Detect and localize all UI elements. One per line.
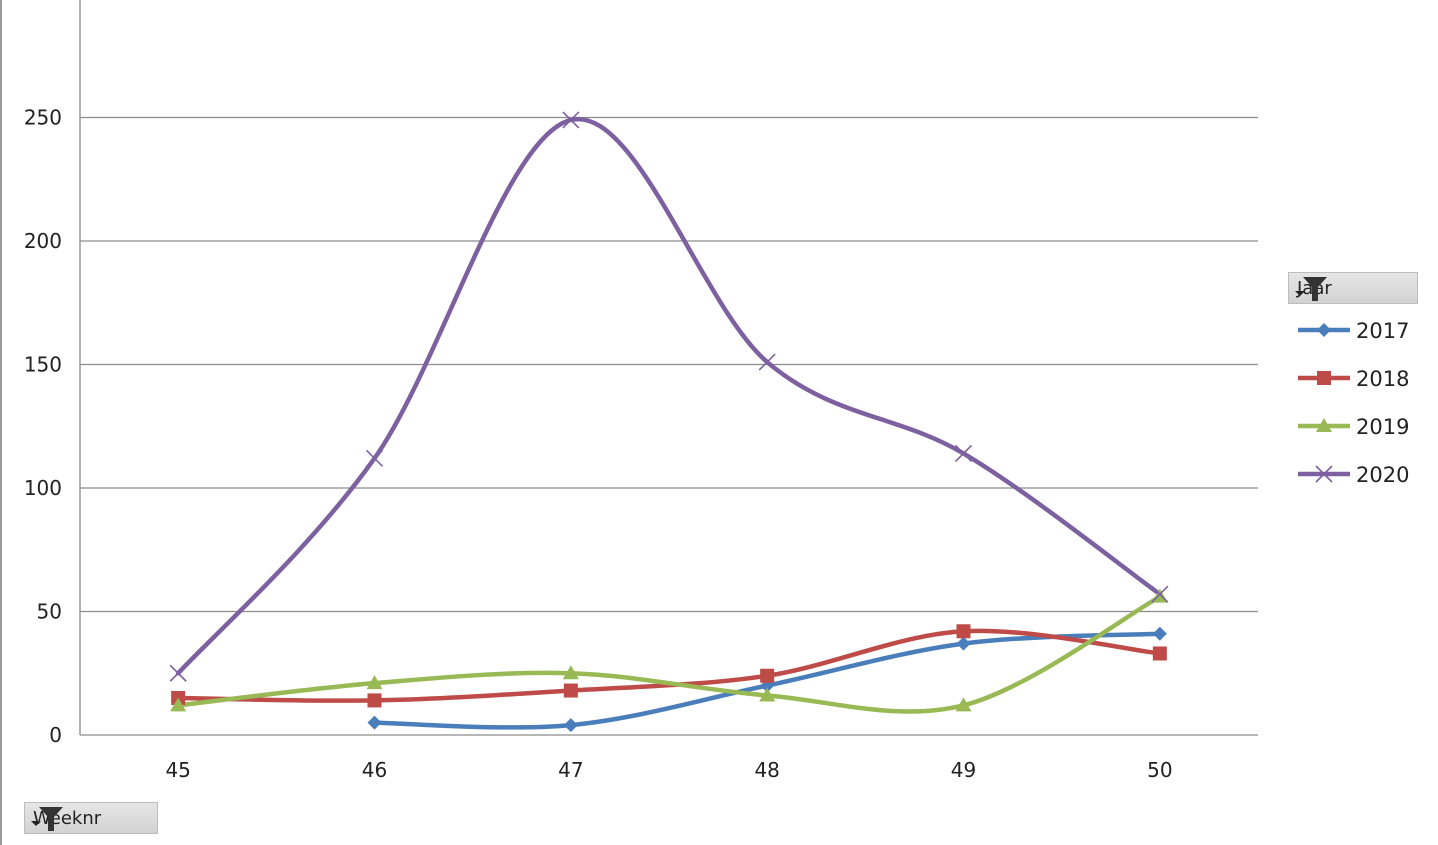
data-point-2020-49 — [954, 444, 973, 462]
data-point-2017-46 — [367, 715, 382, 730]
data-point-2020-47 — [562, 111, 580, 129]
data-point-2019-49 — [955, 697, 972, 712]
x-tick-label: 48 — [754, 758, 779, 782]
x-tick-label: 47 — [558, 758, 583, 782]
x-tick-label: 45 — [165, 758, 190, 782]
gridlines — [79, 0, 1258, 736]
legend-entry-2018: 2018 — [1298, 367, 1409, 391]
x-axis-tick-labels: 45 46 47 48 49 50 — [165, 758, 1172, 782]
legend-label: 2020 — [1356, 463, 1409, 487]
series-line-2019 — [175, 594, 1163, 714]
data-point-2020-45 — [169, 664, 187, 682]
y-tick-label: 0 — [49, 723, 62, 747]
legend-label: 2017 — [1356, 319, 1409, 343]
data-point-2018-49 — [956, 624, 971, 639]
y-tick-label: 100 — [24, 476, 62, 500]
y-tick-label: 150 — [24, 353, 62, 377]
data-point-2018-50 — [1152, 646, 1167, 661]
series-line-2020 — [175, 116, 1163, 676]
data-point-2020-50 — [1151, 585, 1169, 603]
filter-dropdown-icon — [1295, 277, 1327, 301]
data-point-2020-48 — [758, 353, 776, 371]
legend-entry-2019: 2019 — [1298, 415, 1409, 439]
series-markers — [169, 111, 1169, 733]
data-point-2017-47 — [563, 718, 578, 733]
legend-label: 2018 — [1356, 367, 1409, 391]
data-point-2018-48 — [760, 668, 775, 683]
legend-label: 2019 — [1356, 415, 1409, 439]
data-point-2018-46 — [367, 693, 382, 708]
y-tick-label: 200 — [24, 229, 62, 253]
series-lines — [175, 116, 1163, 730]
data-point-2017-50 — [1152, 626, 1167, 641]
legend-marker — [1316, 418, 1332, 432]
data-point-2020-46 — [365, 449, 384, 467]
data-point-2019-48 — [759, 687, 776, 702]
y-tick-label: 50 — [37, 600, 62, 624]
legend: 2017 2018 2019 2020 — [1298, 319, 1409, 487]
x-tick-label: 50 — [1147, 758, 1172, 782]
data-point-2019-46 — [366, 675, 383, 690]
legend-marker — [1317, 323, 1331, 337]
axis-field-button-weeknr[interactable]: Weeknr — [24, 802, 158, 834]
data-point-2019-47 — [562, 665, 579, 680]
legend-entry-2020: 2020 — [1298, 463, 1409, 487]
y-axis-tick-labels: 0 50 100 150 200 250 — [24, 106, 62, 748]
legend-entry-2017: 2017 — [1298, 319, 1409, 343]
data-point-2018-47 — [563, 683, 578, 698]
y-tick-label: 250 — [24, 106, 62, 130]
legend-marker — [1317, 371, 1331, 385]
legend-marker — [1315, 465, 1333, 483]
data-point-2017-49 — [956, 636, 971, 651]
filter-dropdown-icon — [31, 807, 63, 831]
x-tick-label: 49 — [951, 758, 976, 782]
legend-field-button-jaar[interactable]: Jaar — [1288, 272, 1418, 304]
data-point-2019-45 — [170, 697, 187, 712]
x-tick-label: 46 — [362, 758, 387, 782]
